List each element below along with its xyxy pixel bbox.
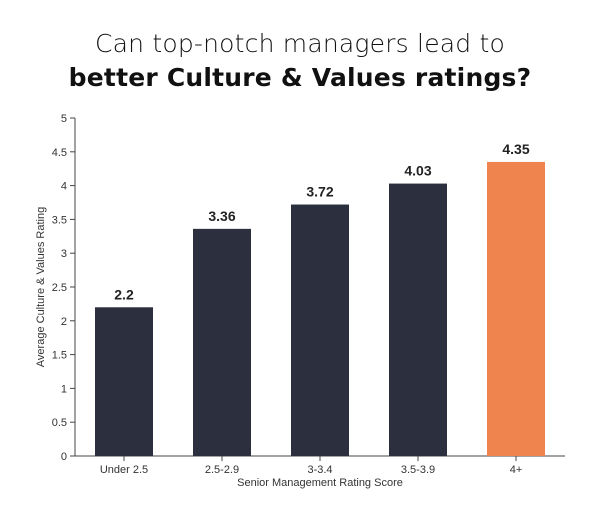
x-tick-label: 3.5-3.9 [401, 464, 435, 476]
y-tick-label: 3 [61, 248, 67, 260]
bar [95, 307, 153, 456]
y-tick-label: 0.5 [52, 417, 67, 429]
bar [389, 183, 447, 456]
chart-axes: 0 0.5 1 1.5 2 2.5 3 3.5 4 4.5 5 Under 2.5 2.5-2.9 3-3… [52, 113, 565, 476]
chart-title-line2: better Culture & Values ratings? [68, 63, 532, 92]
bar-value-label: 3.72 [306, 184, 333, 200]
bar-value-label: 3.36 [208, 208, 235, 224]
chart-title: Can top-notch managers lead to better Cu… [0, 28, 600, 96]
bar-value-label: 4.03 [404, 163, 431, 179]
bar-value-label: 2.2 [114, 286, 134, 302]
y-tick-label: 2 [61, 316, 67, 328]
y-tick-label: 4 [61, 181, 67, 193]
y-tick-label: 1.5 [52, 350, 67, 362]
y-tick-label: 1 [61, 383, 67, 395]
x-tick-label: Under 2.5 [100, 464, 148, 476]
chart-value-labels: 2.2 3.36 3.72 4.03 4.35 [114, 141, 530, 302]
bar-value-label: 4.35 [502, 141, 529, 157]
y-tick-label: 2.5 [52, 282, 67, 294]
y-tick-label: 5 [61, 113, 67, 125]
bar [193, 228, 251, 456]
y-tick-label: 3.5 [52, 214, 67, 226]
x-axis-title: Senior Management Rating Score [237, 477, 403, 489]
chart-title-line1: Can top-notch managers lead to [94, 29, 506, 58]
y-tick-label: 4.5 [52, 147, 67, 159]
x-tick-label: 4+ [510, 464, 523, 476]
x-tick-label: 3-3.4 [307, 464, 332, 476]
bar [487, 161, 545, 456]
x-tick-label: 2.5-2.9 [205, 464, 239, 476]
y-tick-label: 0 [61, 451, 67, 463]
y-axis-title: Average Culture & Values Rating [35, 207, 47, 367]
chart-bars [95, 161, 545, 456]
bar [291, 204, 349, 456]
